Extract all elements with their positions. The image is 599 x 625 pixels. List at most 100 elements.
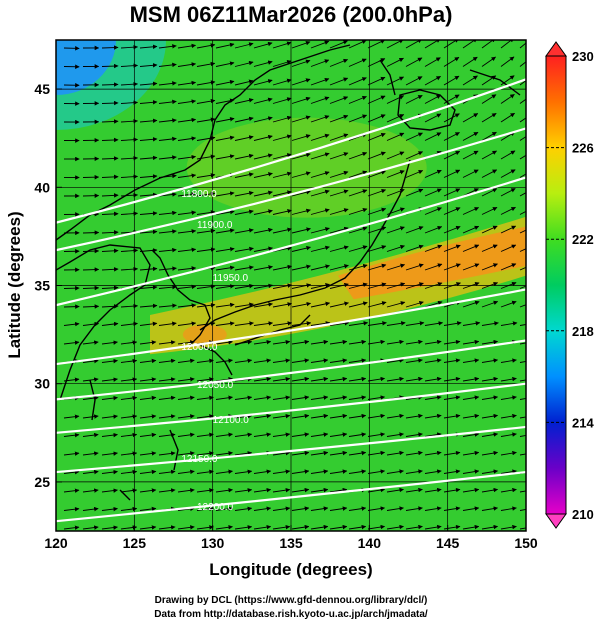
wind-arrow (443, 506, 461, 511)
wind-arrow (462, 339, 480, 345)
wind-arrow (367, 301, 387, 308)
wind-arrow (82, 451, 99, 456)
contour-line (56, 425, 526, 474)
wind-arrow (215, 432, 233, 437)
wind-arrow (481, 524, 499, 530)
wind-arrow (82, 321, 100, 327)
wind-arrow (158, 229, 177, 234)
wind-arrow (158, 321, 177, 326)
wind-arrow (310, 469, 329, 474)
wind-arrow (367, 263, 387, 271)
wind-arrow (272, 321, 293, 326)
wind-arrow (310, 59, 330, 67)
wind-arrow (253, 469, 272, 474)
wind-arrow (63, 321, 80, 327)
wind-arrow (386, 132, 405, 141)
wind-arrow (386, 151, 405, 160)
wind-arrow (82, 377, 99, 382)
wind-arrow (405, 188, 424, 197)
wind-arrow (158, 136, 177, 142)
contour-label: 12150.0 (181, 454, 218, 465)
wind-arrow (519, 229, 526, 234)
wind-arrow (462, 469, 480, 474)
wind-arrow (329, 114, 349, 123)
wind-arrow (253, 376, 272, 382)
wind-arrow (120, 432, 138, 438)
wind-arrow (481, 225, 498, 234)
wind-arrow (367, 189, 387, 197)
wind-arrow (63, 451, 80, 456)
wind-arrow (120, 395, 138, 401)
wind-arrow (234, 525, 253, 530)
wind-arrow (234, 60, 254, 67)
wind-arrow (120, 174, 139, 179)
wind-arrow (329, 226, 349, 234)
wind-arrow (367, 170, 386, 178)
wind-arrow (405, 263, 424, 271)
wind-arrow (424, 57, 441, 67)
wind-arrow (348, 358, 367, 363)
wind-arrow (386, 301, 406, 308)
wind-arrow (367, 524, 386, 530)
wind-arrow (196, 247, 216, 252)
wind-arrow (348, 413, 367, 419)
wind-arrow (253, 209, 273, 215)
wind-arrow (139, 229, 158, 235)
wind-arrow (310, 487, 329, 493)
wind-arrow (177, 247, 197, 253)
wind-arrow (367, 321, 387, 326)
wind-arrow (310, 450, 329, 456)
wind-arrow (234, 79, 254, 86)
wind-arrow (63, 488, 80, 493)
wind-arrow (177, 62, 197, 67)
wind-arrow (82, 304, 100, 309)
wind-arrow (519, 154, 526, 160)
wind-arrow (177, 321, 197, 326)
wind-arrow (291, 227, 311, 234)
wind-arrow (481, 413, 499, 419)
wind-arrow (443, 376, 461, 382)
wind-arrow (462, 524, 480, 530)
wind-arrow (348, 245, 368, 252)
wind-arrow (500, 281, 517, 289)
colorbar-tick-label: 230 (572, 49, 594, 64)
wind-arrow (348, 339, 367, 345)
wind-arrow (139, 155, 158, 161)
wind-arrow (234, 321, 254, 326)
wind-arrow (101, 451, 118, 456)
wind-arrow (500, 395, 517, 400)
wind-arrow (424, 300, 443, 308)
wind-arrow (253, 60, 273, 67)
wind-arrow (481, 432, 499, 437)
wind-arrow (481, 244, 498, 252)
wind-arrow (139, 395, 157, 401)
wind-arrow (291, 264, 311, 271)
wind-arrow (310, 133, 330, 141)
wind-arrow (443, 395, 461, 400)
y-tick-label: 40 (34, 179, 50, 195)
wind-arrow (462, 56, 478, 67)
wind-arrow (367, 487, 386, 493)
wind-arrow (481, 169, 498, 178)
contour-label: 12200.0 (197, 502, 234, 513)
x-tick-label: 125 (123, 535, 147, 551)
wind-arrow (253, 302, 273, 308)
wind-arrow (215, 451, 233, 456)
field-jet-kyushu (182, 324, 227, 345)
wind-arrow (158, 451, 176, 456)
wind-arrow (329, 450, 348, 456)
wind-arrow (196, 469, 214, 475)
wind-arrow (310, 413, 329, 419)
wind-arrow (234, 358, 253, 363)
wind-arrow (348, 395, 367, 400)
field-blue-zone (56, 40, 116, 95)
wind-arrow (310, 227, 330, 234)
wind-arrow (481, 506, 499, 511)
wind-arrow (291, 283, 312, 289)
wind-arrow (291, 413, 310, 419)
wind-arrow (139, 340, 157, 345)
wind-arrow (500, 358, 517, 363)
wind-arrow (519, 117, 526, 123)
wind-arrow (519, 79, 526, 86)
contour-label: 11800.0 (181, 189, 217, 200)
